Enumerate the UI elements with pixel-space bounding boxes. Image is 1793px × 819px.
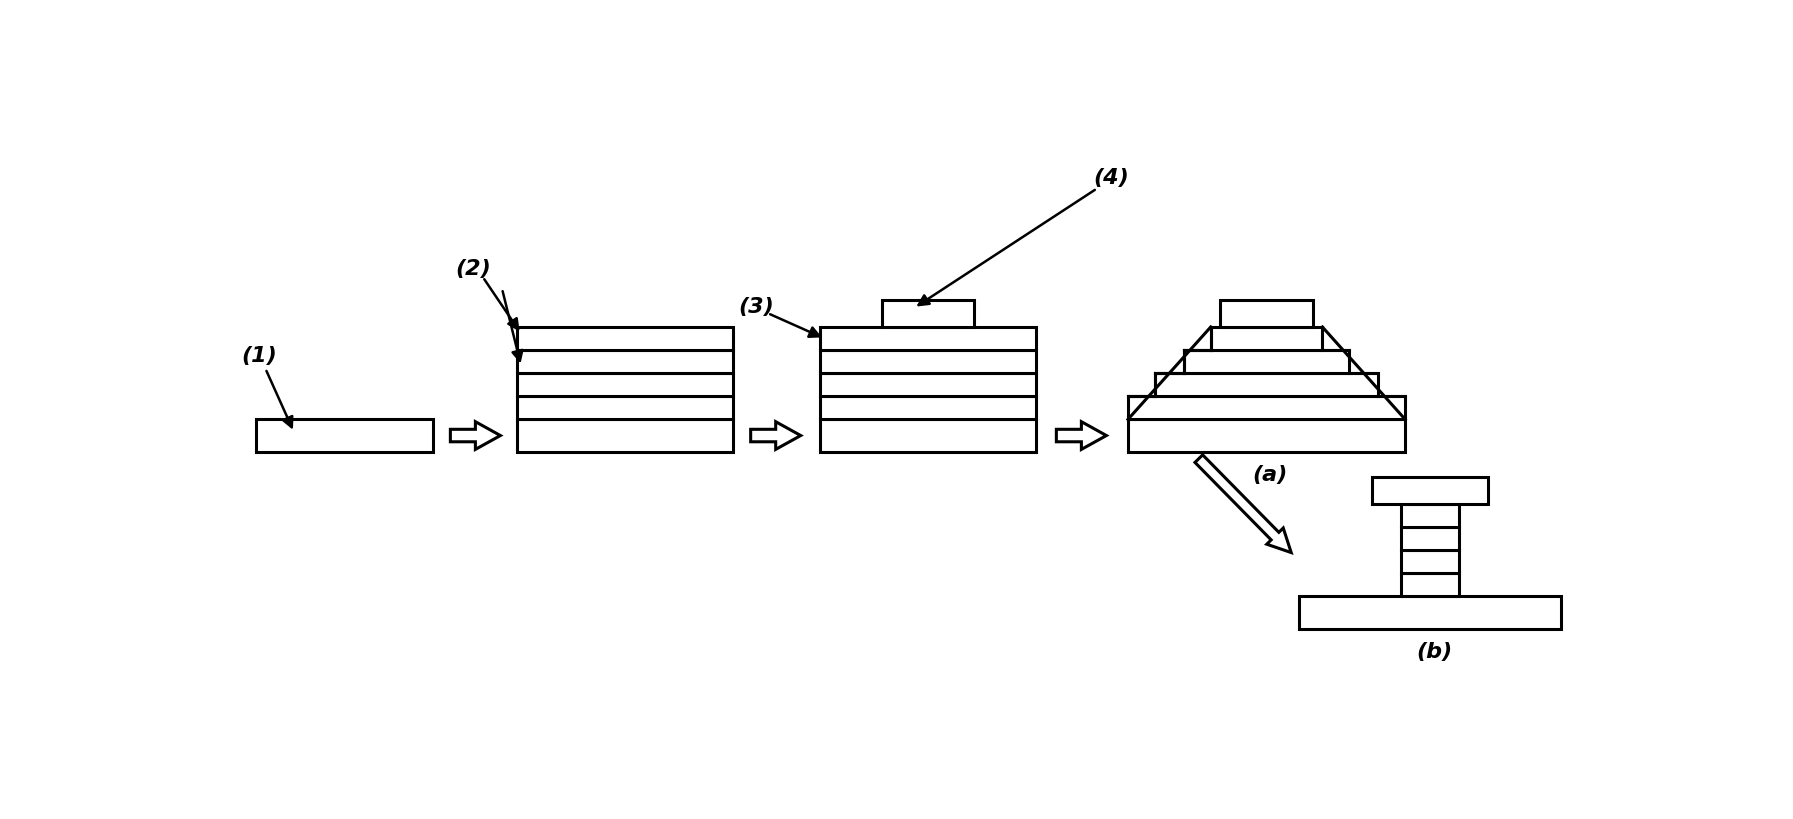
Bar [1183,350,1350,373]
Bar [819,396,1036,419]
Bar [1221,300,1312,327]
Bar [1400,504,1460,527]
Bar [1400,550,1460,573]
Bar [518,350,733,373]
Bar [1400,527,1460,550]
Bar [882,300,974,327]
Polygon shape [1056,422,1106,450]
Bar [518,396,733,419]
Bar [1128,419,1406,452]
Text: (2): (2) [455,260,491,279]
Bar [518,419,733,452]
Bar [1128,396,1406,419]
Polygon shape [1194,455,1291,553]
Polygon shape [450,422,500,450]
Bar [518,327,733,350]
Bar [819,350,1036,373]
Polygon shape [751,422,801,450]
Bar [1210,327,1323,350]
Bar [256,419,432,452]
Bar [1400,573,1460,596]
Bar [819,419,1036,452]
Text: (a): (a) [1253,465,1287,485]
Bar [518,373,733,396]
Bar [819,373,1036,396]
Text: (1): (1) [242,346,292,428]
Bar [1298,596,1560,629]
Bar [1372,477,1488,504]
Text: (b): (b) [1416,642,1452,662]
Bar [1155,373,1379,396]
Bar [819,327,1036,350]
Text: (3): (3) [739,297,775,317]
Text: (4): (4) [1094,168,1130,188]
